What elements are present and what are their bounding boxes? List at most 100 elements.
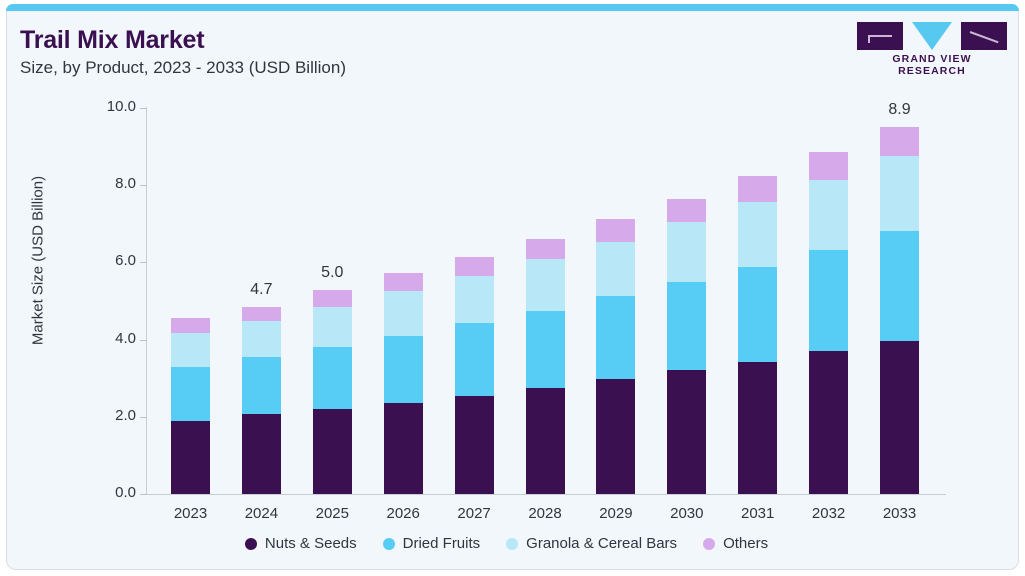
y-axis-tick-mark — [140, 108, 147, 109]
y-axis-line — [146, 107, 147, 495]
page-subtitle: Size, by Product, 2023 - 2033 (USD Billi… — [20, 58, 346, 77]
bar-segment[interactable] — [454, 395, 494, 494]
x-axis-line — [146, 494, 946, 495]
legend-color-swatch-icon — [382, 537, 395, 550]
bar-segment[interactable] — [454, 275, 494, 324]
y-axis-tick-mark — [140, 339, 147, 341]
bar-segment[interactable] — [525, 259, 565, 311]
bar-segment[interactable] — [738, 361, 778, 494]
y-axis-tick-label: 6.0 — [115, 252, 136, 270]
bar-segment[interactable] — [738, 266, 778, 362]
bar-segment[interactable] — [880, 230, 919, 342]
bar-2027[interactable] — [454, 256, 494, 494]
bar-2029[interactable] — [596, 219, 636, 494]
bar-segment[interactable] — [596, 378, 636, 494]
bar-2033[interactable] — [880, 126, 919, 494]
y-axis-tick-label: 2.0 — [115, 406, 136, 424]
bar-segment[interactable] — [596, 219, 636, 242]
chart-plot-area: Market Size (USD Billion) 0.0 2.0 4.0 6.0 8.… — [30, 98, 946, 522]
bar-segment[interactable] — [880, 126, 919, 157]
bar-segment[interactable] — [809, 179, 849, 250]
bar-segment[interactable] — [383, 402, 423, 494]
logo-marks — [857, 22, 1007, 50]
x-axis-label: 2033 — [882, 505, 917, 522]
bar-segment[interactable] — [525, 239, 565, 260]
bar-segment[interactable] — [312, 307, 352, 347]
bar-value-label: 8.9 — [888, 100, 911, 118]
bar-segment[interactable] — [738, 175, 778, 203]
legend-item[interactable]: Nuts & Seeds — [244, 535, 357, 552]
bar-value-label: 4.7 — [250, 280, 273, 298]
legend-color-swatch-icon — [244, 537, 257, 550]
bar-segment[interactable] — [880, 341, 919, 494]
bar-2028[interactable] — [525, 239, 565, 494]
bar-2032[interactable] — [809, 152, 849, 494]
bar-2024[interactable] — [241, 306, 281, 494]
x-axis-label: 2032 — [811, 505, 846, 522]
bar-segment[interactable] — [596, 296, 636, 379]
bar-segment[interactable] — [667, 281, 707, 371]
bar-segment[interactable] — [241, 357, 281, 415]
bar-segment[interactable] — [809, 350, 849, 494]
bar-segment[interactable] — [454, 256, 494, 276]
x-axis-label: 2027 — [457, 505, 491, 522]
x-axis-label: 2023 — [173, 505, 208, 522]
bar-segment[interactable] — [880, 156, 919, 231]
y-axis-tick-label: 0.0 — [115, 484, 136, 501]
legend-item[interactable]: Granola & Cereal Bars — [506, 535, 677, 552]
legend-color-swatch-icon — [506, 537, 519, 550]
legend-label: Others — [723, 535, 769, 552]
bar-2031[interactable] — [738, 175, 778, 494]
y-axis-tick-label: 4.0 — [115, 329, 136, 347]
bar-segment[interactable] — [312, 409, 352, 494]
bar-segment[interactable] — [312, 290, 352, 308]
bar-segment[interactable] — [241, 414, 281, 494]
bar-segment[interactable] — [312, 346, 352, 410]
bar-segment[interactable] — [525, 387, 565, 494]
bar-2023[interactable] — [171, 318, 210, 494]
x-axis-label: 2029 — [599, 505, 633, 522]
legend-item[interactable]: Others — [703, 535, 768, 552]
x-axis-label: 2031 — [741, 505, 775, 522]
x-axis-label: 2024 — [244, 505, 279, 522]
bar-segment[interactable] — [525, 310, 565, 388]
bar-segment[interactable] — [667, 370, 707, 494]
bar-segment[interactable] — [171, 420, 210, 494]
bar-segment[interactable] — [383, 335, 423, 403]
grand-view-research-logo: GRAND VIEW RESEARCH — [857, 22, 1007, 77]
bar-segment[interactable] — [738, 202, 778, 267]
bar-segment[interactable] — [596, 241, 636, 297]
y-axis-tick-mark — [140, 185, 147, 187]
legend-item[interactable]: Dried Fruits — [382, 535, 481, 552]
bar-segment[interactable] — [809, 249, 849, 351]
bar-segment[interactable] — [171, 333, 210, 368]
bar-segment[interactable] — [667, 221, 707, 282]
bar-segment[interactable] — [241, 320, 281, 358]
bar-segment[interactable] — [171, 318, 210, 334]
bar-segment[interactable] — [171, 367, 210, 421]
accent-top-bar — [6, 4, 1019, 11]
y-axis-tick-mark — [140, 494, 147, 495]
x-axis-label: 2025 — [315, 505, 349, 522]
bar-segment[interactable] — [667, 198, 707, 222]
legend-label: Granola & Cereal Bars — [526, 535, 678, 552]
x-axis-label: 2028 — [528, 505, 562, 522]
bar-segment[interactable] — [454, 323, 494, 396]
logo-text: GRAND VIEW RESEARCH — [892, 53, 972, 77]
bar-2030[interactable] — [667, 198, 707, 494]
legend-label: Nuts & Seeds — [264, 535, 357, 552]
x-axis-label: 2026 — [386, 505, 420, 522]
legend-color-swatch-icon — [703, 537, 716, 550]
bar-segment[interactable] — [809, 152, 849, 180]
logo-r-icon — [961, 22, 1007, 50]
bar-segment[interactable] — [383, 290, 423, 336]
bar-2025[interactable] — [312, 290, 352, 494]
bar-segment[interactable] — [383, 273, 423, 291]
y-axis-tick-label: 8.0 — [115, 175, 136, 193]
logo-v-triangle-icon — [912, 22, 952, 50]
bar-2026[interactable] — [383, 273, 423, 494]
legend-label: Dried Fruits — [402, 535, 481, 552]
y-axis-tick-mark — [140, 262, 147, 264]
chart-legend: Nuts & Seeds Dried Fruits Granola & Cereal… — [0, 535, 1013, 552]
bar-segment[interactable] — [241, 306, 281, 321]
